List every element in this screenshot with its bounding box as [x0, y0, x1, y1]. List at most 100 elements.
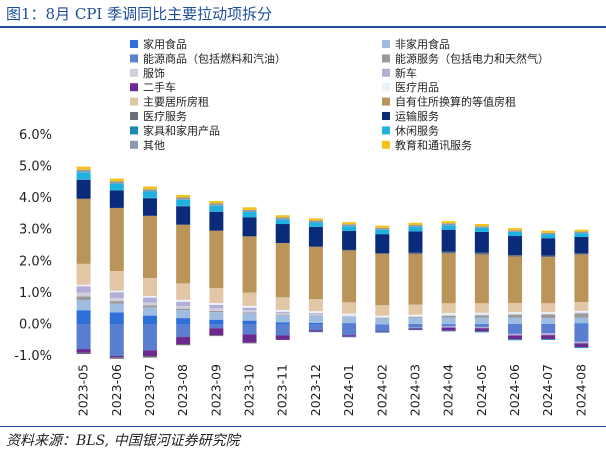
x-tick-label: 2024-02	[374, 364, 389, 416]
bar-segment-series-10	[375, 253, 390, 255]
bar-segment-series-15	[109, 178, 124, 182]
bar-segment-series-8	[342, 302, 357, 314]
bar-segment-series-4	[408, 316, 423, 317]
bar-segment-series-2	[541, 324, 556, 334]
bar-segment-series-15	[342, 222, 357, 225]
bar-segment-series-10	[474, 252, 489, 255]
bar-segment-series-8	[375, 305, 390, 316]
bar-segment-series-3	[375, 317, 390, 319]
bar-segment-series-4	[375, 317, 390, 318]
bar-segment-series-4	[308, 314, 323, 316]
bar-segment-series-6	[574, 343, 589, 348]
legend-swatch-series-13	[382, 126, 390, 135]
bar-segment-series-10	[574, 253, 589, 255]
legend-label-series-8: 主要居所房租	[143, 96, 209, 109]
bar-segment-series-10	[342, 249, 357, 251]
bar-segment-series-12	[574, 347, 589, 349]
bar-segment-series-2	[342, 324, 357, 336]
bar-segment-series-4	[508, 313, 523, 315]
y-axis: -1.0% 0.0% 1.0% 2.0% 3.0% 4.0% 5.0% 6.0%	[14, 128, 52, 364]
bar-segment-series-13	[408, 226, 423, 232]
bar-segment-series-13	[308, 222, 323, 227]
bar-segment-series-14	[242, 209, 257, 213]
bar-segment-series-6	[375, 331, 390, 333]
bar-segment-series-3	[76, 296, 91, 301]
bar-segment-series-14	[142, 189, 157, 192]
bar-segment-series-1	[76, 300, 91, 311]
bar-segment-series-8	[275, 297, 290, 310]
bar-segment-series-14	[308, 220, 323, 223]
bar-segment-series-7	[474, 312, 489, 315]
x-tick-label: 2024-07	[540, 364, 555, 416]
bar-segment-series-2	[408, 324, 423, 328]
bar-segment-series-12	[541, 338, 556, 340]
x-axis: 2023-05 2023-06 2023-07 2023-08 2023-09 2023-…	[76, 364, 589, 416]
bar-segment-series-2	[209, 324, 224, 329]
bar-segment-series-12	[508, 339, 523, 341]
bar-segment-series-4	[176, 306, 191, 309]
bar-segment-series-8	[541, 303, 556, 313]
bar-segment-series-6	[342, 335, 357, 337]
bar-segment-series-11	[209, 211, 224, 231]
bar-segment-series-0	[76, 310, 91, 325]
bar-segment-series-10	[441, 251, 456, 254]
bar-segment-series-0	[275, 322, 290, 325]
x-tick-label: 2024-05	[474, 364, 489, 416]
bar-segment-series-11	[408, 231, 423, 253]
x-tick-label: 2023-09	[208, 364, 223, 416]
bar-segment-series-8	[176, 283, 191, 300]
bar-segment-series-2	[242, 324, 257, 335]
bar-segment-series-10	[242, 342, 257, 344]
bar-segment-series-11	[109, 190, 124, 208]
bar-segment-series-0	[574, 323, 589, 325]
bar-segment-series-3	[574, 313, 589, 318]
bar-segment-series-15	[209, 200, 224, 204]
bar-segment-series-11	[508, 236, 523, 255]
bar-segment-series-11	[308, 226, 323, 247]
legend-swatch-series-3	[382, 54, 390, 63]
bar-segment-series-13	[176, 199, 191, 206]
bar-segment-series-15	[541, 230, 556, 233]
bar-segment-series-6	[541, 335, 556, 339]
legend-swatch-series-1	[382, 40, 390, 48]
bar-segment-series-7	[242, 305, 257, 308]
legend-label-series-4: 服饰	[143, 66, 165, 80]
legend-swatch-series-12	[130, 126, 138, 135]
bar-segment-series-6	[209, 328, 224, 336]
bar-segment-series-9	[441, 253, 456, 304]
bar-segment-series-12	[209, 211, 224, 212]
bar-segment-series-14	[342, 224, 357, 227]
y-tick-label: 3.0%	[19, 223, 52, 238]
y-tick-label: -1.0%	[14, 349, 52, 364]
legend-label-series-3: 能源服务（包括电力和天然气）	[395, 51, 549, 65]
bar-segment-series-11	[176, 206, 191, 225]
bar-segment-series-1	[574, 317, 589, 324]
bar-segment-series-15	[474, 224, 489, 227]
bar-segment-series-14	[474, 226, 489, 228]
bar-segment-series-2	[474, 324, 489, 327]
bar-segment-series-1	[242, 313, 257, 321]
legend-label-series-0: 家用食品	[143, 37, 187, 51]
bar-segment-series-15	[242, 207, 257, 210]
x-tick-label: 2024-08	[573, 364, 588, 416]
bar-segment-series-0	[408, 323, 423, 325]
bar-segment-series-1	[375, 318, 390, 325]
x-tick-label: 2024-04	[441, 364, 456, 416]
bar-segment-series-10	[176, 344, 191, 346]
bar-segment-series-13	[275, 219, 290, 225]
bar-segment-series-12	[142, 197, 157, 199]
bar-segment-series-11	[375, 234, 390, 254]
bar-segment-series-5	[275, 311, 290, 314]
bar-segment-series-10	[541, 255, 556, 258]
bar-segment-series-11	[541, 238, 556, 256]
source-rule	[0, 426, 606, 427]
legend-label-series-1: 非家用食品	[395, 37, 450, 51]
bar-segment-series-11	[441, 229, 456, 252]
bar-segment-series-15	[142, 186, 157, 190]
bar-segment-series-0	[142, 315, 157, 325]
bar-segment-series-1	[342, 316, 357, 324]
bar-segment-series-10	[142, 356, 157, 358]
bar-segment-series-4	[275, 313, 290, 315]
bar-segment-series-1	[142, 307, 157, 316]
x-tick-label: 2023-08	[175, 364, 190, 416]
